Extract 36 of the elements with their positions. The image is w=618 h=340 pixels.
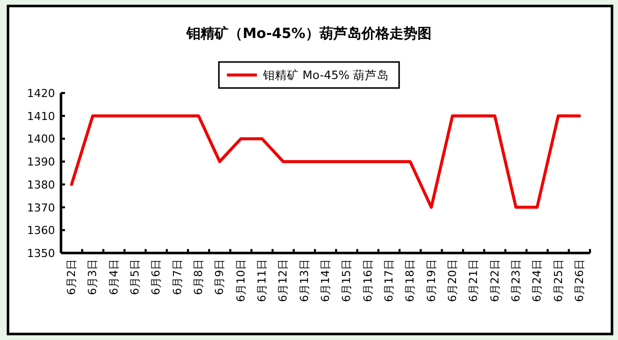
x-tick-label: 6月16日 xyxy=(361,259,374,302)
x-tick-label: 6月21日 xyxy=(467,259,480,302)
x-tick-label: 6月8日 xyxy=(192,259,206,295)
x-tick-label: 6月10日 xyxy=(234,259,248,302)
x-tick-label: 6月18日 xyxy=(404,259,417,302)
legend-label: 钼精矿 Mo-45% 葫芦岛 xyxy=(262,68,390,82)
y-tick-label: 1350 xyxy=(27,247,55,260)
x-tick-label: 6月7日 xyxy=(170,259,184,295)
x-tick-label: 6月13日 xyxy=(298,259,311,302)
line-series xyxy=(70,114,581,209)
x-tick-label: 6月9日 xyxy=(213,259,226,295)
y-tick-label: 1400 xyxy=(27,132,55,146)
y-tick-label: 1420 xyxy=(27,87,55,100)
x-tick-label: 6月14日 xyxy=(319,259,332,302)
x-tick-label: 6月3日 xyxy=(86,259,100,295)
x-tick-label: 6月22日 xyxy=(488,259,502,302)
x-tick-label: 6月24日 xyxy=(530,259,544,302)
y-tick-label: 1360 xyxy=(27,224,55,238)
x-tick-label: 6月2日 xyxy=(65,259,78,295)
y-tick-label: 1410 xyxy=(27,110,55,123)
x-tick-label: 6月23日 xyxy=(509,259,522,302)
x-tick-label: 6月12日 xyxy=(276,259,290,302)
x-tick-label: 6月19日 xyxy=(424,259,438,302)
x-tick-label: 6月26日 xyxy=(572,259,586,302)
x-tick-label: 6月4日 xyxy=(107,259,120,295)
x-tick-label: 6月25日 xyxy=(552,259,565,302)
x-tick-label: 6月17日 xyxy=(382,259,396,302)
x-tick-label: 6月11日 xyxy=(256,259,269,302)
y-tick-label: 1380 xyxy=(27,178,55,192)
x-tick-label: 6月5日 xyxy=(128,259,142,295)
chart-title: 钼精矿（Mo-45%）葫芦岛价格走势图 xyxy=(186,25,432,42)
x-tick-label: 6月20日 xyxy=(446,259,459,302)
y-tick-label: 1370 xyxy=(27,201,55,214)
x-tick-label: 6月15日 xyxy=(340,259,354,302)
x-tick-label: 6月6日 xyxy=(150,259,163,295)
y-tick-label: 1390 xyxy=(27,156,55,169)
